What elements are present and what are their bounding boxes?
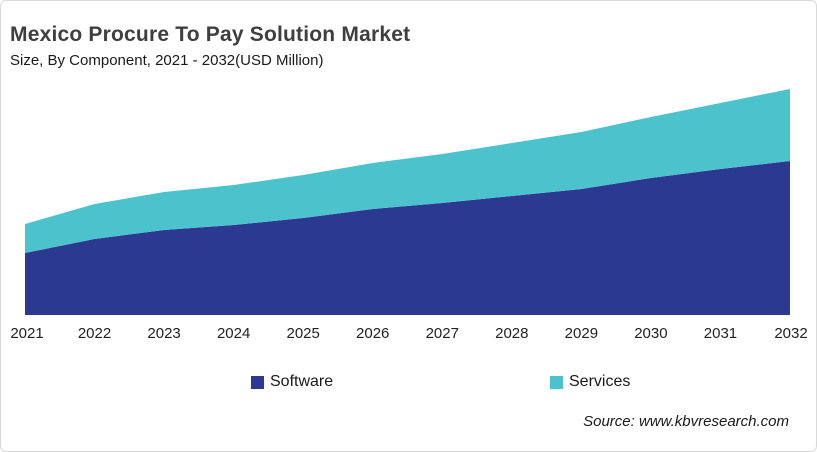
chart-subtitle: Size, By Component, 2021 - 2032(USD Mill…	[10, 52, 324, 69]
source-attribution: Source: www.kbvresearch.com	[583, 413, 789, 430]
chart-title: Mexico Procure To Pay Solution Market	[10, 23, 411, 46]
legend-item-services: Services	[550, 373, 631, 390]
x-axis-label-2032: 2032	[774, 325, 808, 342]
services-area	[25, 89, 790, 253]
legend-label: Software	[270, 373, 334, 390]
x-axis-label-2022: 2022	[77, 325, 112, 342]
software-area	[25, 161, 790, 315]
x-axis-label-2024: 2024	[216, 325, 251, 342]
x-axis-label-2021: 2021	[10, 325, 44, 342]
x-axis-label-2030: 2030	[634, 325, 668, 342]
legend-item-software: Software	[251, 373, 334, 390]
x-axis-label-2027: 2027	[425, 325, 459, 342]
x-axis-label-2026: 2026	[356, 325, 390, 342]
x-axis-label-2031: 2031	[703, 325, 738, 342]
x-axis-label-2028: 2028	[495, 325, 529, 342]
x-axis-label-2025: 2025	[286, 325, 320, 342]
legend-label: Services	[569, 373, 631, 390]
legend-swatch-software	[251, 375, 264, 389]
x-axis-label-2023: 2023	[147, 325, 181, 342]
x-axis-label-2029: 2029	[564, 325, 599, 342]
legend-swatch-services	[550, 375, 563, 389]
